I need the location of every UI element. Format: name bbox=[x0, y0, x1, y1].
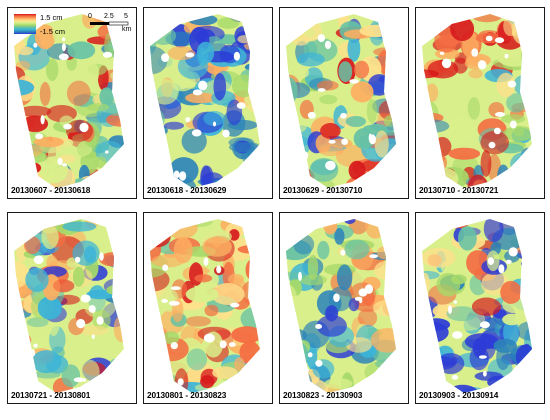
scalebar-segment bbox=[90, 22, 109, 25]
panel-date-label: 20130903 - 20130914 bbox=[419, 390, 499, 400]
color-legend: 1.5 cm -1.5 cm 0 2.5 5 km bbox=[12, 12, 132, 38]
deformation-raster bbox=[422, 14, 532, 188]
deformation-raster bbox=[150, 219, 260, 393]
deformation-raster bbox=[422, 219, 532, 393]
map-panel-5: 20130721 - 20130801 bbox=[7, 212, 137, 404]
scalebar-tick-label: 5 bbox=[124, 13, 128, 20]
legend-color-ramp bbox=[14, 14, 36, 34]
deformation-raster bbox=[150, 14, 260, 188]
map-panel-1: 20130607 - 20130618 1.5 cm -1.5 cm 0 2.5 5 km bbox=[7, 7, 137, 199]
deformation-raster bbox=[14, 219, 124, 393]
panel-date-label: 20130710 - 20130721 bbox=[419, 185, 499, 195]
scalebar-tick-label: 0 bbox=[88, 13, 92, 20]
map-panel-2: 20130618 - 20130629 bbox=[143, 7, 273, 199]
deformation-raster bbox=[286, 14, 396, 188]
panel-date-label: 20130801 - 20130823 bbox=[147, 390, 227, 400]
deformation-raster bbox=[14, 14, 124, 188]
map-panel-6: 20130801 - 20130823 bbox=[143, 212, 273, 404]
map-panel-7: 20130823 - 20130903 bbox=[279, 212, 409, 404]
map-panel-3: 20130629 - 20130710 bbox=[279, 7, 409, 199]
scalebar-tick-label: 2.5 bbox=[104, 13, 114, 20]
panel-date-label: 20130823 - 20130903 bbox=[283, 390, 363, 400]
legend-min-label: -1.5 cm bbox=[40, 27, 66, 36]
deformation-raster bbox=[286, 219, 396, 393]
panel-date-label: 20130618 - 20130629 bbox=[147, 185, 227, 195]
scalebar-unit-label: km bbox=[122, 26, 132, 33]
scalebar-segment bbox=[108, 21, 129, 26]
panel-date-label: 20130629 - 20130710 bbox=[283, 185, 363, 195]
panel-date-label: 20130607 - 20130618 bbox=[11, 185, 91, 195]
map-panel-4: 20130710 - 20130721 bbox=[415, 7, 545, 199]
legend-max-label: 1.5 cm bbox=[40, 13, 63, 22]
panel-date-label: 20130721 - 20130801 bbox=[11, 390, 91, 400]
map-panel-8: 20130903 - 20130914 bbox=[415, 212, 545, 404]
